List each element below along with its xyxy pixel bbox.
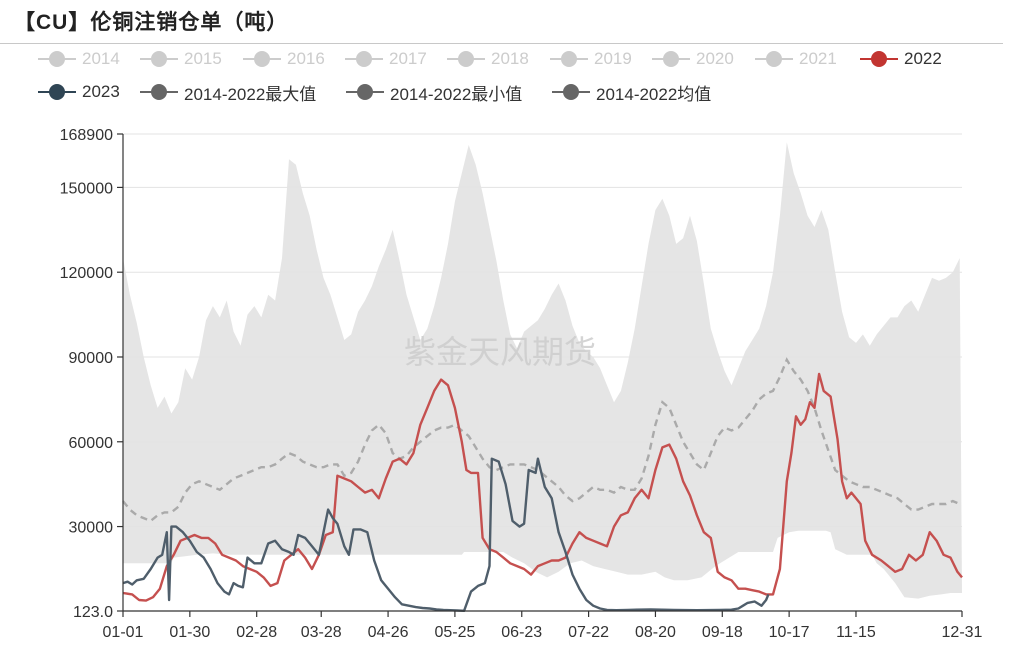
legend-label: 2018 (491, 49, 529, 68)
y-tick-label: 90000 (69, 350, 114, 367)
legend-item-2021[interactable]: 2021 (755, 48, 837, 70)
legend-label: 2014-2022最大值 (184, 84, 317, 104)
legend-label: 2017 (389, 49, 427, 68)
x-tick-label: 12-31 (942, 624, 983, 641)
x-tick-label: 03-28 (301, 624, 342, 641)
y-tick-label: 123.0 (73, 604, 113, 621)
y-tick-label: 168900 (60, 127, 113, 144)
x-tick-label: 06-23 (501, 624, 542, 641)
legend-item-2020[interactable]: 2020 (652, 48, 734, 70)
x-tick-label: 10-17 (769, 624, 810, 641)
legend-item-2023[interactable]: 2023 (38, 81, 120, 103)
y-tick-label: 60000 (69, 435, 114, 452)
legend-label: 2023 (82, 82, 120, 101)
watermark: 紫金天风期货 (404, 333, 596, 371)
x-tick-label: 02-28 (236, 624, 277, 641)
legend-item-2018[interactable]: 2018 (447, 48, 529, 70)
legend-marker-icon (243, 48, 281, 70)
legend-label: 2022 (904, 49, 942, 68)
legend-label: 2014-2022最小值 (390, 84, 523, 104)
legend-marker-icon (652, 48, 690, 70)
legend-marker-icon (447, 48, 485, 70)
legend-marker-icon (345, 48, 383, 70)
x-tick-label: 07-22 (568, 624, 609, 641)
y-tick-label: 30000 (69, 520, 114, 537)
legend-marker-icon (552, 81, 590, 103)
x-tick-label: 08-20 (635, 624, 676, 641)
legend-item-2017[interactable]: 2017 (345, 48, 427, 70)
legend-label: 2019 (594, 49, 632, 68)
x-tick-label: 09-18 (702, 624, 743, 641)
x-tick-label: 01-01 (103, 624, 144, 641)
legend-item-2014-2022均值[interactable]: 2014-2022均值 (552, 81, 712, 104)
legend-label: 2020 (696, 49, 734, 68)
legend-item-2015[interactable]: 2015 (140, 48, 222, 70)
series-line-2023 (122, 457, 770, 612)
legend-item-2019[interactable]: 2019 (550, 48, 632, 70)
legend-label: 2014 (82, 49, 120, 68)
page-title: 【CU】伦铜注销仓单（吨） (14, 11, 289, 34)
legend-marker-icon (550, 48, 588, 70)
legend-marker-icon (755, 48, 793, 70)
legend-label: 2016 (287, 49, 325, 68)
legend-marker-icon (140, 81, 178, 103)
legend-item-2014-2022最小值[interactable]: 2014-2022最小值 (346, 81, 523, 104)
legend-label: 2021 (799, 49, 837, 68)
min-max-band (123, 142, 962, 599)
legend-marker-icon (860, 48, 898, 70)
title-divider (0, 43, 1003, 44)
legend-marker-icon (140, 48, 178, 70)
y-tick-label: 120000 (60, 265, 113, 282)
chart-legend: 2014 2015 2016 2017 2018 2019 2020 2021 2022 2023… (0, 0, 1011, 110)
legend-label: 2014-2022均值 (596, 84, 712, 104)
y-tick-label: 150000 (60, 180, 113, 197)
legend-marker-icon (346, 81, 384, 103)
legend-marker-icon (38, 81, 76, 103)
legend-item-2014[interactable]: 2014 (38, 48, 120, 70)
x-tick-label: 01-30 (169, 624, 210, 641)
legend-item-2016[interactable]: 2016 (243, 48, 325, 70)
legend-marker-icon (38, 48, 76, 70)
legend-label: 2015 (184, 49, 222, 68)
x-tick-label: 04-26 (368, 624, 409, 641)
series-line-2022 (122, 372, 963, 602)
legend-item-2022[interactable]: 2022 (860, 48, 942, 70)
x-tick-label: 11-15 (836, 624, 876, 641)
legend-item-2014-2022最大值[interactable]: 2014-2022最大值 (140, 81, 317, 104)
x-tick-label: 05-25 (434, 624, 475, 641)
